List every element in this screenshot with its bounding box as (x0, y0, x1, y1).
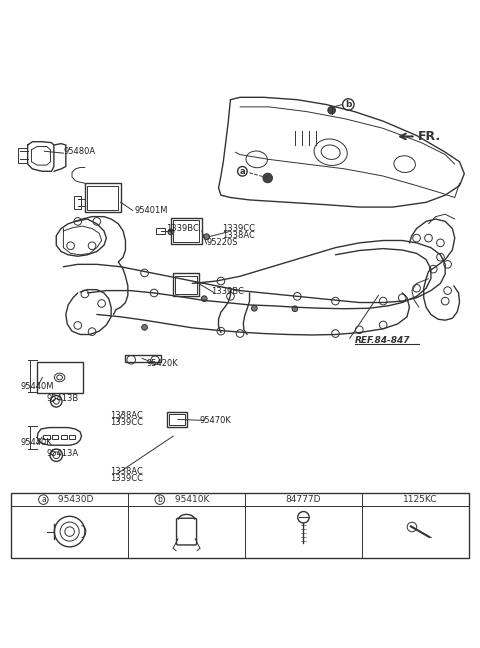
Text: 1338AC: 1338AC (222, 231, 255, 240)
Text: 1125KC: 1125KC (403, 495, 437, 504)
Circle shape (168, 229, 174, 235)
Text: 84777D: 84777D (285, 495, 321, 504)
Text: 95410K: 95410K (172, 495, 209, 504)
Circle shape (328, 106, 336, 114)
Bar (74, 196, 81, 209)
Bar (60, 435, 67, 439)
Circle shape (204, 234, 209, 240)
Bar (173, 220, 199, 242)
Text: 1339BC: 1339BC (166, 224, 199, 233)
Bar (168, 412, 187, 426)
Text: 95413A: 95413A (47, 449, 79, 458)
Bar (37, 362, 83, 393)
Text: 95430D: 95430D (55, 495, 94, 504)
Text: REF.84-847: REF.84-847 (355, 336, 410, 345)
Text: 1339CC: 1339CC (110, 474, 143, 483)
Bar (85, 183, 120, 212)
Bar (18, 148, 27, 163)
Circle shape (142, 325, 147, 330)
Bar (52, 435, 58, 439)
Text: 1339BC: 1339BC (211, 287, 244, 296)
Text: 95413B: 95413B (47, 395, 79, 404)
Text: FR.: FR. (418, 130, 441, 143)
Bar (87, 186, 118, 210)
Text: 1339CC: 1339CC (222, 224, 255, 233)
Text: 95470K: 95470K (199, 416, 231, 425)
Text: b: b (345, 100, 351, 109)
Bar (156, 227, 165, 235)
Text: 95420K: 95420K (147, 358, 179, 367)
Text: 95401M: 95401M (134, 206, 168, 215)
Bar (69, 435, 75, 439)
Bar (175, 276, 197, 294)
Bar (169, 414, 185, 424)
Text: b: b (157, 495, 162, 504)
Text: 95440M: 95440M (21, 382, 54, 391)
Text: 95480A: 95480A (63, 146, 96, 156)
Bar (43, 435, 49, 439)
Bar (171, 218, 202, 244)
Text: 95220S: 95220S (206, 238, 238, 248)
Circle shape (252, 305, 257, 311)
Bar (173, 273, 199, 296)
Circle shape (263, 173, 273, 183)
Circle shape (292, 306, 298, 312)
Text: 1338AC: 1338AC (110, 467, 143, 476)
Circle shape (201, 296, 207, 301)
Bar (125, 355, 161, 362)
Text: a: a (240, 167, 245, 176)
Text: a: a (41, 495, 46, 504)
Bar (11, 493, 469, 558)
Text: 95440K: 95440K (21, 438, 52, 447)
Text: 1339CC: 1339CC (110, 418, 143, 427)
Text: 1338AC: 1338AC (110, 411, 143, 420)
